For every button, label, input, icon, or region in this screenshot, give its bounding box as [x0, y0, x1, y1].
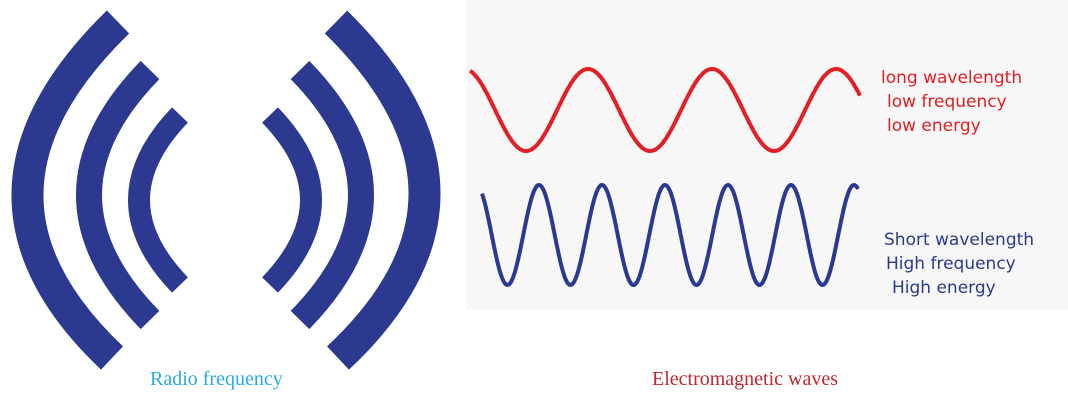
short-wavelength-wave	[480, 182, 860, 288]
high-frequency-label: High frequency	[886, 254, 1016, 274]
low-energy-label: low energy	[887, 116, 981, 136]
right-arc-middle	[290, 60, 374, 330]
long-wave-labels: long wavelength low frequency low energy	[881, 66, 1022, 138]
electromagnetic-waves-caption: Electromagnetic waves	[652, 368, 839, 390]
short-wave-labels: Short wavelength High frequency High ene…	[884, 228, 1034, 300]
long-wavelength-wave	[468, 67, 862, 153]
radio-signal-icon	[0, 0, 460, 370]
right-arc-outer	[324, 10, 441, 370]
short-wavelength-label: Short wavelength	[884, 230, 1035, 250]
em-wave-panel: long wavelength low frequency low energy…	[466, 0, 1068, 310]
low-frequency-label: low frequency	[887, 92, 1007, 112]
left-arc-outer	[11, 10, 130, 370]
left-arc-inner	[128, 107, 189, 293]
high-energy-label: High energy	[892, 278, 996, 298]
radio-frequency-caption: Radio frequency	[150, 368, 283, 390]
left-arc-middle	[76, 60, 160, 330]
long-wavelength-label: long wavelength	[881, 68, 1023, 88]
right-arc-inner	[261, 107, 322, 293]
